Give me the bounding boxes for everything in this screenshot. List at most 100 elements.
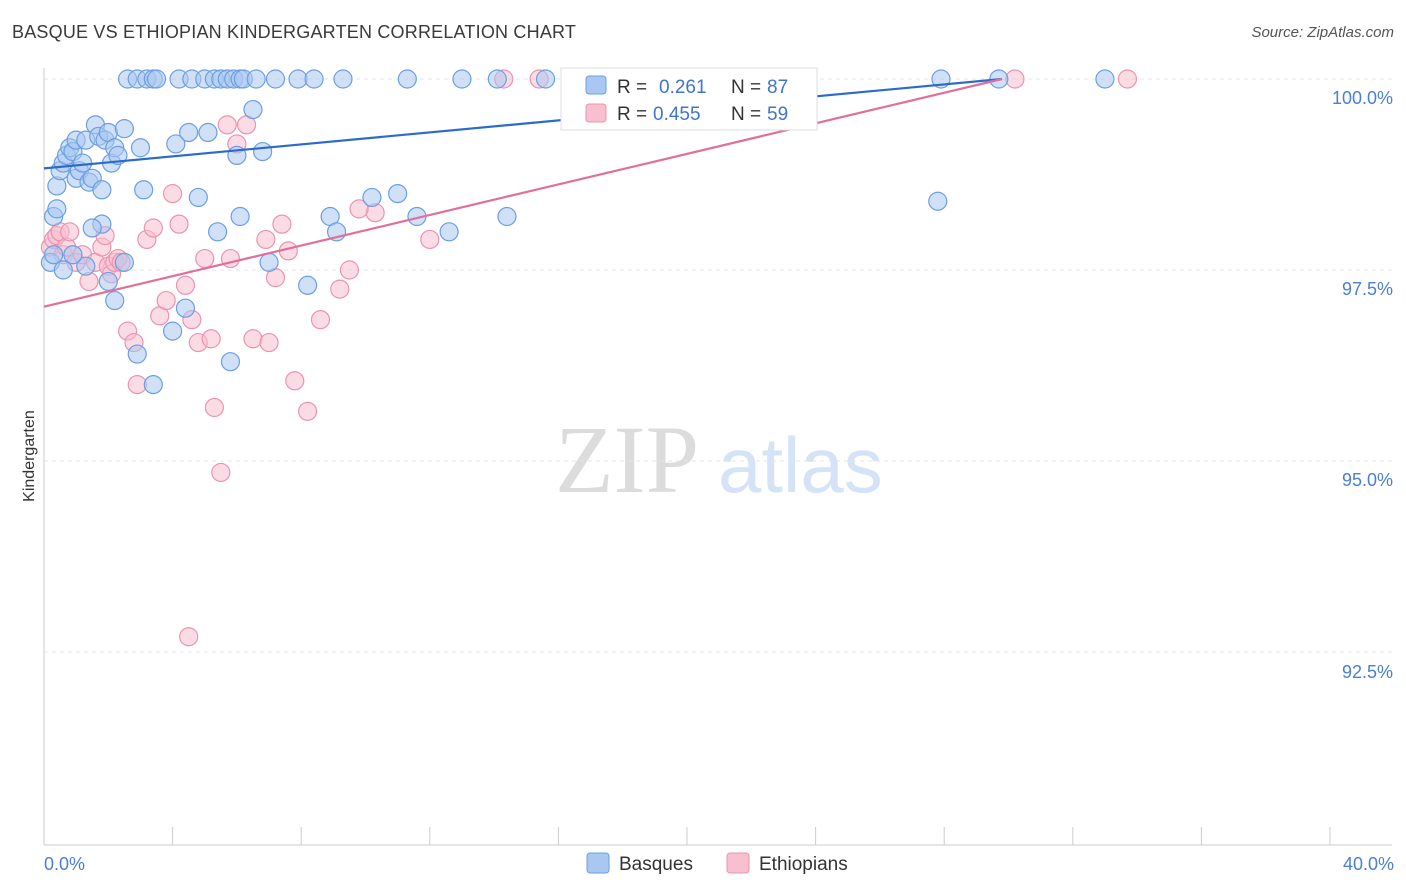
legend-basques-r-label: R = (617, 77, 647, 98)
x-tick-label-max: 40.0% (1343, 854, 1394, 874)
basques-point-84 (63, 245, 83, 265)
legend-basques-n-label: N = (731, 77, 761, 98)
basques-point-82 (928, 191, 948, 211)
basques-point-77 (298, 275, 318, 295)
scatter-points (40, 69, 1138, 647)
basques-point-50 (288, 69, 308, 89)
legend-ethiopians-r-value: 0.455 (653, 104, 701, 125)
ethiopians-point-22 (156, 290, 176, 311)
basques-point-54 (397, 69, 417, 89)
axes (43, 68, 1392, 846)
basques-point-81 (439, 222, 459, 242)
basques-point-58 (497, 206, 517, 227)
ethiopians-point-56 (179, 627, 199, 647)
ethiopians-point-36 (243, 329, 263, 349)
legend-basques-n-value: 87 (767, 77, 788, 98)
basques-point-69 (127, 344, 147, 364)
basques-point-62 (1095, 69, 1115, 89)
basques-point-71 (163, 321, 183, 341)
chart-title: BASQUE VS ETHIOPIAN KINDERGARTEN CORRELA… (12, 22, 577, 42)
ethiopians-point-43 (298, 401, 318, 421)
ethiopians-point-55 (349, 199, 369, 219)
ethiopians-point-40 (272, 214, 292, 234)
basques-point-47 (246, 69, 266, 89)
basques-point-64 (53, 260, 73, 280)
basques-point-49 (265, 69, 286, 89)
ethiopians-point-29 (201, 329, 221, 349)
watermark-zip: ZIP (555, 406, 699, 513)
basques-point-53 (388, 184, 408, 204)
basques-point-24 (114, 119, 134, 139)
basques-point-52 (333, 69, 353, 89)
watermark-atlas: atlas (718, 421, 883, 509)
basques-point-34 (179, 122, 199, 143)
basques-point-80 (362, 187, 382, 208)
basques-point-38 (198, 122, 218, 143)
basques-point-70 (143, 375, 163, 395)
basques-point-76 (259, 252, 279, 272)
legend-basques-r-value: 0.261 (659, 77, 707, 98)
y-tick-label-95: 95.0% (1342, 470, 1393, 490)
basques-point-56 (452, 69, 472, 89)
bottom-legend-basques: Basques (619, 854, 693, 875)
ethiopians-trend-line (43, 77, 1003, 308)
y-tick-labels: 100.0% 97.5% 95.0% 92.5% (1332, 88, 1393, 682)
basques-point-65 (76, 256, 96, 276)
basques-point-85 (82, 218, 102, 238)
ethiopians-point-28 (195, 248, 215, 269)
basques-point-48 (253, 141, 273, 162)
ethiopians-point-53 (1005, 69, 1025, 89)
ethiopians-point-38 (259, 332, 279, 353)
basques-point-74 (220, 352, 241, 372)
ethiopians-point-42 (285, 371, 305, 391)
basques-point-83 (44, 245, 64, 265)
ethiopians-point-31 (211, 462, 231, 483)
ethiopians-point-54 (1117, 69, 1138, 89)
ethiopians-point-44 (310, 310, 331, 330)
bottom-legend: Basques Ethiopians (586, 852, 848, 875)
basques-point-46 (243, 99, 263, 120)
legend-swatch-ethiopians (585, 103, 607, 123)
y-tick-label-97-5: 97.5% (1342, 279, 1393, 299)
ethiopians-point-37 (256, 229, 276, 250)
basques-point-36 (188, 187, 208, 208)
legend-box: R = 0.261 N = 87 R = 0.455 N = 59 (560, 67, 818, 131)
ethiopians-point-6 (60, 222, 80, 242)
basques-point-2 (47, 199, 67, 219)
basques-point-59 (535, 69, 556, 89)
bottom-legend-swatch-basques (586, 852, 610, 874)
basques-point-18 (92, 180, 112, 200)
basques-point-57 (487, 69, 507, 89)
ethiopians-point-18 (127, 375, 147, 395)
ethiopians-point-46 (339, 260, 360, 280)
ethiopians-point-30 (204, 397, 224, 418)
basques-point-28 (134, 180, 154, 200)
basques-point-23 (108, 145, 128, 165)
x-tick-label-min: 0.0% (44, 854, 85, 874)
ethiopians-point-25 (175, 275, 196, 295)
legend-ethiopians-r-label: R = (617, 104, 647, 125)
basques-point-73 (208, 222, 228, 242)
ethiopians-point-24 (169, 214, 189, 234)
basques-trend-line (43, 77, 1003, 170)
y-axis-label: Kindergarten (21, 410, 38, 502)
legend-ethiopians-n-value: 59 (767, 104, 788, 125)
source-label: Source: ZipAtlas.com (1251, 24, 1394, 41)
basques-point-27 (130, 138, 151, 158)
ethiopians-point-48 (420, 229, 440, 250)
trend-lines (43, 77, 1003, 308)
y-tick-label-100: 100.0% (1332, 88, 1393, 108)
basques-point-31 (146, 69, 167, 89)
basques-point-72 (175, 298, 196, 318)
ethiopians-point-23 (163, 184, 183, 204)
bottom-legend-ethiopians: Ethiopians (759, 854, 848, 875)
basques-point-51 (304, 69, 324, 89)
y-tick-label-92-5: 92.5% (1342, 662, 1393, 682)
legend-swatch-basques (585, 75, 607, 95)
grid-lines (44, 78, 1392, 653)
basques-point-68 (114, 252, 134, 272)
bottom-legend-swatch-ethiopians (726, 852, 750, 874)
ethiopians-point-45 (330, 279, 350, 299)
basques-point-75 (230, 206, 250, 227)
